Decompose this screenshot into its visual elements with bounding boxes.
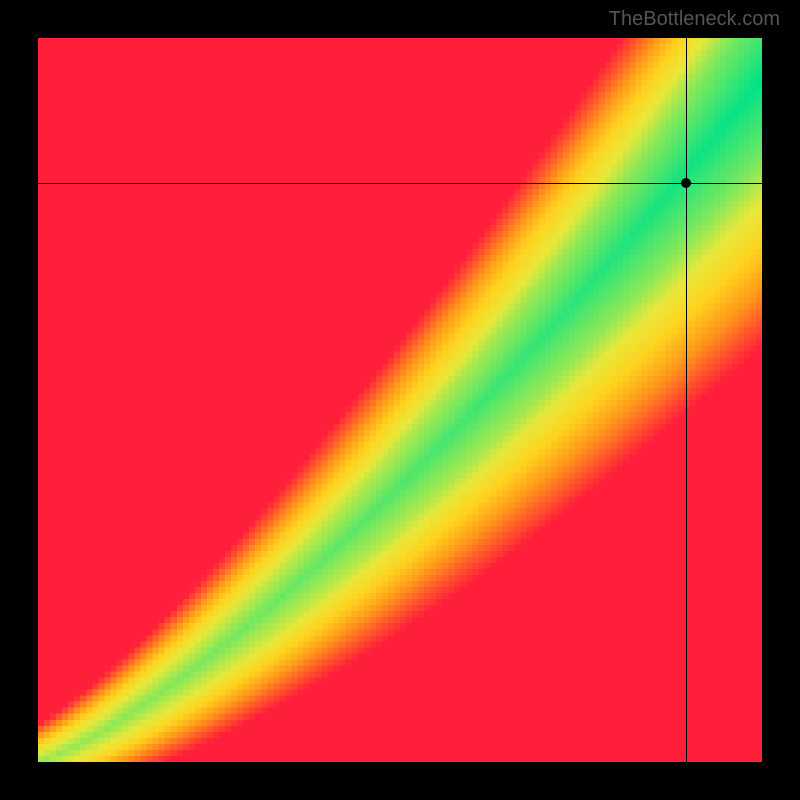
watermark-text: TheBottleneck.com xyxy=(609,8,780,31)
crosshair-vertical xyxy=(686,38,687,762)
selection-marker xyxy=(681,178,691,188)
heatmap-canvas xyxy=(38,38,762,762)
heatmap-plot xyxy=(38,38,762,762)
crosshair-horizontal xyxy=(38,183,762,184)
